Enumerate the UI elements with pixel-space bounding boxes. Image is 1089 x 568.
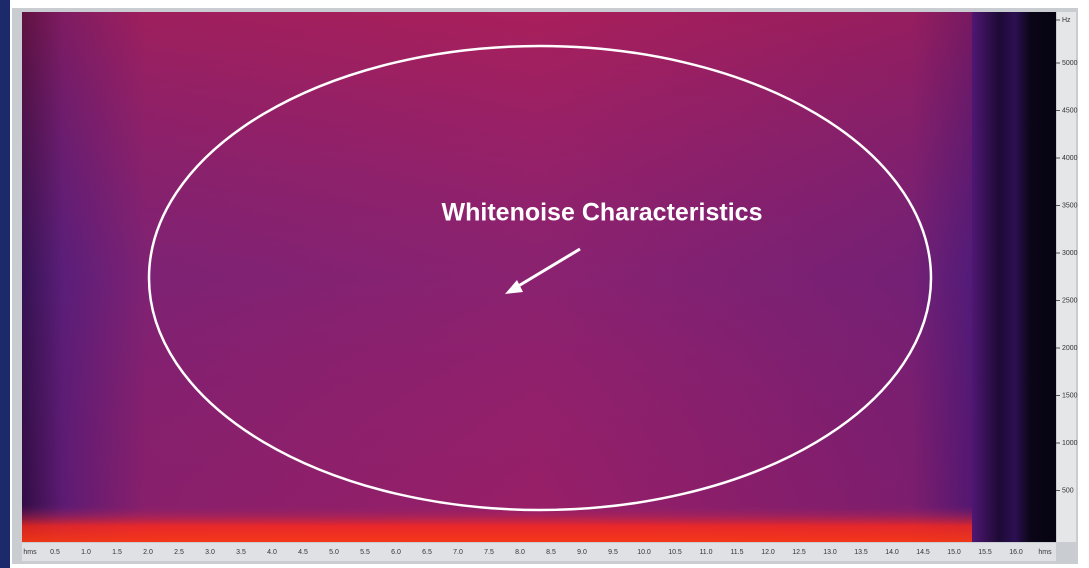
y-axis-strip <box>1057 12 1076 542</box>
x-tick-label: 14.0 <box>885 549 899 556</box>
x-tick-label: 6.0 <box>391 549 401 556</box>
x-tick-label: 8.5 <box>546 549 556 556</box>
x-tick-label: 5.0 <box>329 549 339 556</box>
x-tick-label: 7.0 <box>453 549 463 556</box>
x-tick-label: 15.0 <box>947 549 961 556</box>
x-tick-label: 1.0 <box>81 549 91 556</box>
x-tick-label: 3.5 <box>236 549 246 556</box>
x-tick-label: 2.0 <box>143 549 153 556</box>
x-tick-label: 4.5 <box>298 549 308 556</box>
annotation: Whitenoise Characteristics <box>442 199 763 227</box>
x-tick-label: 10.5 <box>668 549 682 556</box>
x-tick-label: 5.5 <box>360 549 370 556</box>
y-tick-label: 4000 <box>1062 155 1078 162</box>
x-tick-label: hms <box>23 549 37 556</box>
y-tick-label: 5000 <box>1062 60 1078 67</box>
x-tick-label: 9.0 <box>577 549 587 556</box>
y-tick-label: 2000 <box>1062 345 1078 352</box>
x-tick-label: 3.0 <box>205 549 215 556</box>
x-tick-label: 0.5 <box>50 549 60 556</box>
x-tick-label: 10.0 <box>637 549 651 556</box>
x-tick-label: 13.0 <box>823 549 837 556</box>
x-tick-label: 16.0 <box>1009 549 1023 556</box>
side-strip <box>0 0 10 568</box>
y-tick-label: Hz <box>1062 17 1071 24</box>
x-tick-label: 8.0 <box>515 549 525 556</box>
page: Whitenoise Characteristics Hz 5000 4500 400… <box>0 0 1089 568</box>
y-tick-label: 3500 <box>1062 202 1078 209</box>
x-tick-label: 6.5 <box>422 549 432 556</box>
y-tick-label: 2500 <box>1062 297 1078 304</box>
x-tick-label: 14.5 <box>916 549 930 556</box>
x-tick-label: 4.0 <box>267 549 277 556</box>
x-tick-label: 13.5 <box>854 549 868 556</box>
x-tick-label: 12.5 <box>792 549 806 556</box>
y-tick-label: 3000 <box>1062 250 1078 257</box>
x-tick-label: 15.5 <box>978 549 992 556</box>
x-tick-label: 11.0 <box>699 549 712 556</box>
y-tick-label: 4500 <box>1062 107 1078 114</box>
x-tick-label: 1.5 <box>112 549 122 556</box>
x-tick-label: 9.5 <box>608 549 618 556</box>
spectrogram-overlay <box>22 12 972 542</box>
x-tick-label: 2.5 <box>174 549 184 556</box>
y-tick-label: 500 <box>1062 487 1074 494</box>
spectral-view: Whitenoise Characteristics Hz 5000 4500 400… <box>0 0 1089 568</box>
x-tick-label: 11.5 <box>730 549 743 556</box>
x-tick-label: 7.5 <box>484 549 494 556</box>
x-tick-label: hms <box>1038 549 1052 556</box>
x-tick-label: 12.0 <box>761 549 775 556</box>
y-tick-label: 1000 <box>1062 440 1078 447</box>
y-tick-label: 1500 <box>1062 392 1078 399</box>
